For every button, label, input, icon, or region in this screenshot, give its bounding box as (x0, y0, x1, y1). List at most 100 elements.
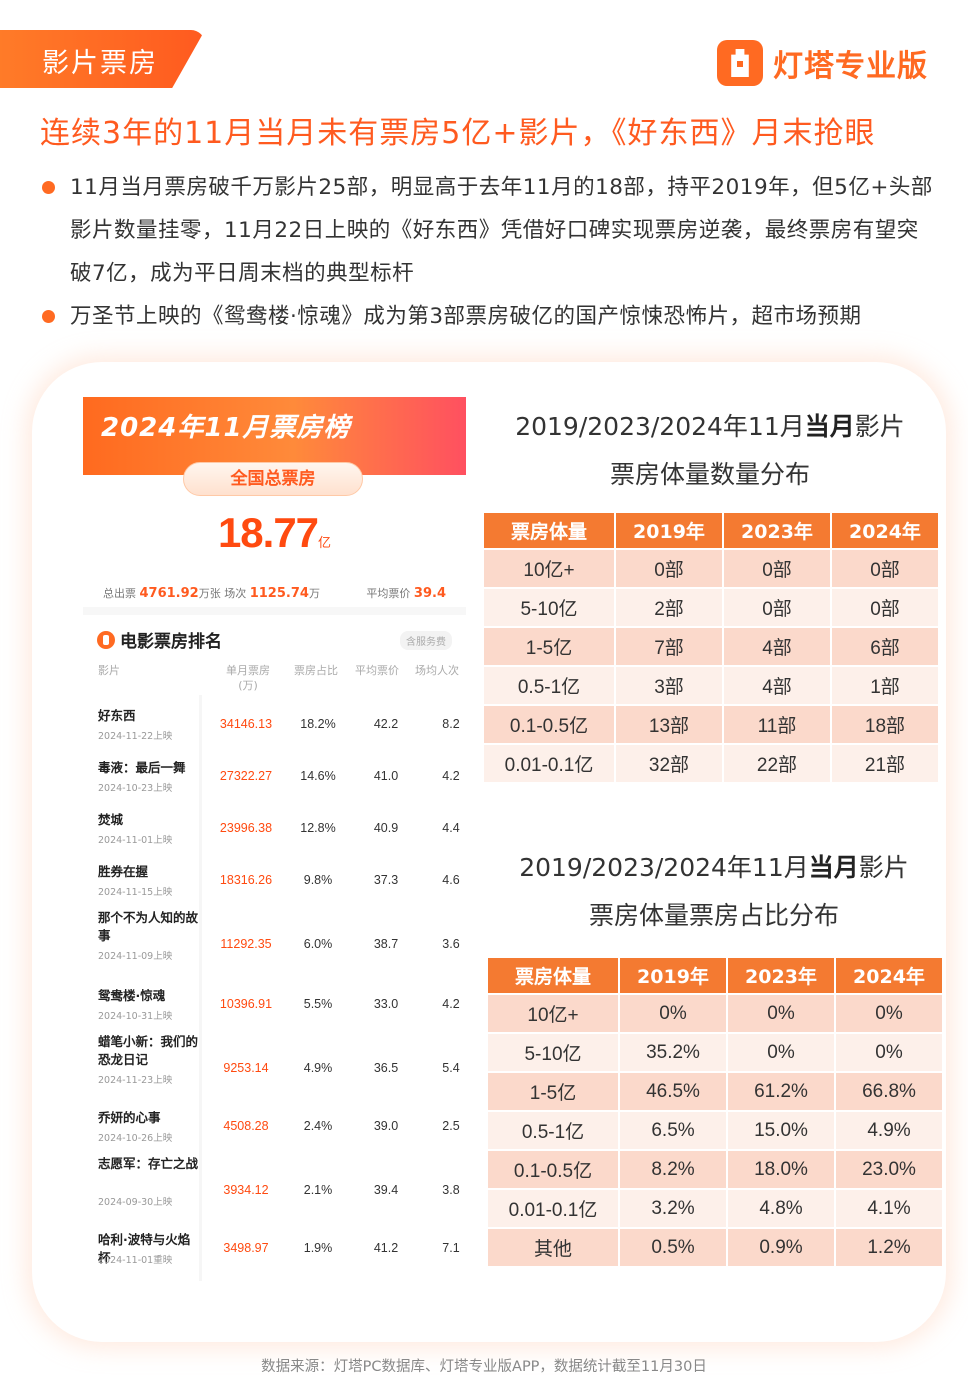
value-cell: 3.2% (620, 1190, 726, 1227)
table-row: 0.01-0.1亿 3.2% 4.8% 4.1% (488, 1190, 942, 1227)
share: 6.0% (303, 937, 333, 951)
size-band-cell: 0.5-1亿 (488, 1112, 618, 1149)
shows-value: 1125.74 (249, 586, 309, 601)
avg-price: 41.0 (373, 769, 399, 783)
share: 9.8% (303, 873, 333, 887)
table-row: 0.01-0.1亿 32部 22部 21部 (484, 745, 938, 782)
release-date: 2024-11-09上映 (98, 951, 173, 962)
size-band-cell: 10亿+ (484, 550, 614, 587)
value-cell: 0% (620, 995, 726, 1032)
avg-price: 37.3 (373, 873, 399, 887)
lighthouse-icon (717, 40, 763, 86)
box-office: 34146.13 (219, 717, 273, 731)
film-name: 鸳鸯楼·惊魂 (98, 988, 166, 1003)
size-band-cell: 0.01-0.1亿 (484, 745, 614, 782)
avg-people: 4.2 (442, 997, 460, 1011)
release-date: 2024-11-23上映 (98, 1075, 173, 1086)
avg-price: 41.2 (373, 1241, 399, 1255)
value-cell: 18部 (832, 706, 938, 743)
release-date: 2024-10-23上映 (98, 783, 173, 794)
table-row: 1-5亿 7部 4部 6部 (484, 628, 938, 665)
value-cell: 23.0% (836, 1151, 942, 1188)
table-header-cell: 2024年 (832, 513, 938, 548)
film-name: 志愿军：存亡之战 (98, 1156, 199, 1171)
box-office: 23996.38 (219, 821, 273, 835)
table-header-cell: 2023年 (728, 958, 834, 993)
col-header-price: 平均票价 (355, 664, 399, 677)
col-header-share: 票房占比 (294, 664, 338, 677)
table-row: 其他 0.5% 0.9% 1.2% (488, 1229, 942, 1266)
size-band-cell: 0.1-0.5亿 (484, 706, 614, 743)
table2-title: 2019/2023/2024年11月当月影片 票房体量票房占比分布 (519, 853, 909, 930)
release-date: 2024-09-30上映 (98, 1197, 173, 1208)
avg-people: 4.4 (442, 821, 460, 835)
avg-people: 7.1 (442, 1241, 460, 1255)
share: 12.8% (300, 821, 336, 835)
bullet-item: 万圣节上映的《鸳鸯楼·惊魂》成为第3部票房破亿的国产惊悚恐怖片，超市场预期 (40, 295, 940, 338)
value-cell: 0.9% (728, 1229, 834, 1266)
share: 14.6% (300, 769, 336, 783)
size-band-cell: 5-10亿 (484, 589, 614, 626)
box-office: 3498.97 (223, 1241, 269, 1255)
footer-source: 数据来源：灯塔PC数据库、灯塔专业版APP，数据统计截至11月30日 (261, 1359, 707, 1375)
value-cell: 15.0% (728, 1112, 834, 1149)
total-box-office: 18.77亿 (83, 509, 466, 557)
section-tag-label: 影片票房 (42, 48, 158, 79)
value-cell: 4.1% (836, 1190, 942, 1227)
ranking-stats: 总出票 4761.92万张 场次 1125.74万 平均票价 39.4 (103, 586, 446, 601)
avg-price: 39.0 (373, 1119, 399, 1133)
value-cell: 0部 (724, 550, 830, 587)
total-value: 18.77 (217, 509, 319, 556)
value-cell: 8.2% (620, 1151, 726, 1188)
value-cell: 0部 (724, 589, 830, 626)
ranking-screenshot: 2024年11月票房榜 全国总票房 18.77亿 总出票 4761.92万张 场… (83, 397, 466, 1281)
table-row: 1-5亿 46.5% 61.2% 66.8% (488, 1073, 942, 1110)
col-header-people: 场均人次 (415, 664, 459, 677)
release-date: 2024-11-01重映 (98, 1255, 173, 1266)
headline: 连续3年的11月当月未有票房5亿+影片，《好东西》月末抢眼 (40, 116, 876, 151)
rank-title: 电影票房排名 (97, 627, 222, 652)
value-cell: 4部 (724, 667, 830, 704)
brand: 灯塔专业版 (717, 40, 928, 86)
value-cell: 32部 (616, 745, 722, 782)
size-band-cell: 0.5-1亿 (484, 667, 614, 704)
value-cell: 21部 (832, 745, 938, 782)
box-office: 4508.28 (223, 1119, 269, 1133)
value-cell: 0% (728, 1034, 834, 1071)
table-header-cell: 2024年 (836, 958, 942, 993)
avg-price: 33.0 (373, 997, 399, 1011)
bullet-dot-icon (42, 310, 55, 323)
film-name: 焚城 (98, 812, 124, 827)
value-cell: 7部 (616, 628, 722, 665)
table-header-cell: 票房体量 (484, 513, 614, 548)
avg-price: 40.9 (373, 821, 399, 835)
film-name: 哈利·波特与火焰杯 (98, 1232, 191, 1265)
film-name: 好东西 (98, 708, 136, 723)
value-cell: 1部 (832, 667, 938, 704)
ranking-banner: 2024年11月票房榜 (83, 397, 466, 475)
ranking-banner-title: 2024年11月票房榜 (101, 413, 351, 443)
avg-price-value: 39.4 (413, 586, 446, 601)
avg-price: 42.2 (373, 717, 399, 731)
release-date: 2024-10-31上映 (98, 1011, 173, 1022)
value-cell: 3部 (616, 667, 722, 704)
avg-price: 36.5 (373, 1061, 399, 1075)
table-header-cell: 2019年 (620, 958, 726, 993)
value-cell: 11部 (724, 706, 830, 743)
value-cell: 4部 (724, 628, 830, 665)
brand-name: 灯塔专业版 (773, 49, 928, 84)
value-cell: 35.2% (620, 1034, 726, 1071)
avg-people: 5.4 (442, 1061, 460, 1075)
table-header-cell: 2023年 (724, 513, 830, 548)
avg-people: 4.2 (442, 769, 460, 783)
release-date: 2024-11-22上映 (98, 731, 173, 742)
value-cell: 0部 (832, 550, 938, 587)
value-cell: 0% (836, 995, 942, 1032)
film-name: 毒液：最后一舞 (98, 760, 186, 775)
table-row: 0.1-0.5亿 8.2% 18.0% 23.0% (488, 1151, 942, 1188)
size-band-cell: 0.01-0.1亿 (488, 1190, 618, 1227)
box-office: 10396.91 (219, 997, 273, 1011)
value-cell: 0部 (616, 550, 722, 587)
share: 4.9% (303, 1061, 333, 1075)
release-date: 2024-11-01上映 (98, 835, 173, 846)
